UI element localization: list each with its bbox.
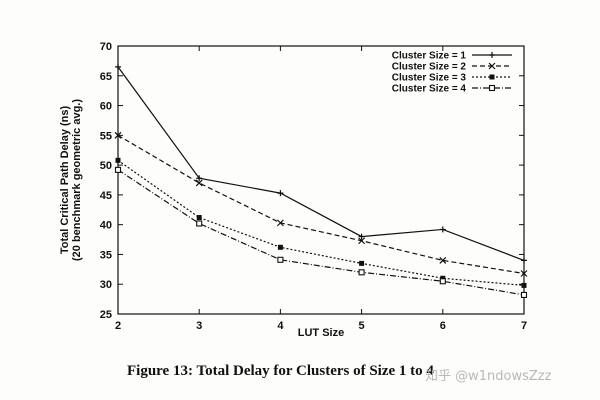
y-tick-label: 45: [100, 190, 112, 202]
x-tick-label: 5: [359, 320, 365, 332]
series-cluster-size-3: [115, 157, 527, 288]
legend-marker: [489, 74, 495, 80]
y-axis-title-line2: (20 benchmark geometric avg.): [71, 99, 83, 261]
x-tick-label: 3: [196, 320, 202, 332]
data-point: [358, 237, 366, 245]
legend-marker: [489, 52, 495, 58]
y-tick-label: 40: [100, 220, 112, 232]
series-line: [117, 169, 525, 296]
figure-caption: Figure 13: Total Delay for Clusters of S…: [127, 363, 434, 379]
data-point: [114, 166, 122, 173]
x-tick-label: 6: [440, 320, 446, 332]
data-point: [115, 157, 121, 163]
series-line: [117, 66, 525, 261]
data-point: [114, 131, 122, 139]
x-axis-title: LUT Size: [298, 327, 344, 339]
y-tick-label: 70: [100, 41, 112, 53]
data-point: [521, 257, 527, 264]
data-point: [439, 256, 447, 264]
data-point: [358, 233, 365, 240]
series-line: [117, 134, 525, 275]
legend-label: Cluster Size = 4: [392, 84, 467, 95]
y-tick-label: 50: [100, 160, 112, 172]
series-cluster-size-1: [115, 63, 527, 264]
data-point: [277, 256, 284, 263]
x-tick-label: 2: [115, 320, 121, 332]
series-line: [117, 159, 525, 287]
legend-label: Cluster Size = 1: [392, 51, 467, 62]
data-point: [195, 179, 203, 187]
y-tick-label: 60: [100, 101, 112, 113]
x-tick-label: 7: [521, 320, 527, 332]
data-point: [439, 226, 446, 233]
legend-marker: [488, 62, 496, 70]
data-point: [521, 282, 527, 288]
legend-label: Cluster Size = 2: [392, 62, 467, 73]
data-point: [359, 260, 365, 266]
data-point: [196, 215, 202, 221]
legend-label: Cluster Size = 3: [392, 73, 467, 84]
series-cluster-size-4: [114, 166, 528, 298]
data-point: [115, 63, 121, 70]
y-tick-label: 30: [100, 279, 112, 291]
data-point: [439, 278, 446, 285]
watermark: 知乎 @w1ndowsZzz: [425, 369, 552, 384]
data-point: [520, 291, 528, 298]
legend-marker: [488, 84, 496, 92]
series-cluster-size-2: [114, 131, 528, 277]
y-tick-label: 65: [100, 71, 112, 83]
data-point: [277, 190, 284, 197]
data-point: [196, 175, 203, 182]
data-point: [358, 269, 365, 276]
data-point: [276, 219, 284, 227]
x-tick-label: 4: [277, 320, 284, 332]
y-tick-label: 35: [100, 249, 112, 261]
y-axis-title-line1: Total Critical Path Delay (ns): [59, 105, 71, 254]
plot-frame: [117, 45, 525, 315]
data-point: [277, 244, 283, 250]
y-tick-label: 55: [100, 130, 112, 142]
data-point: [196, 220, 203, 227]
y-tick-label: 25: [100, 309, 112, 321]
data-point: [520, 270, 528, 277]
